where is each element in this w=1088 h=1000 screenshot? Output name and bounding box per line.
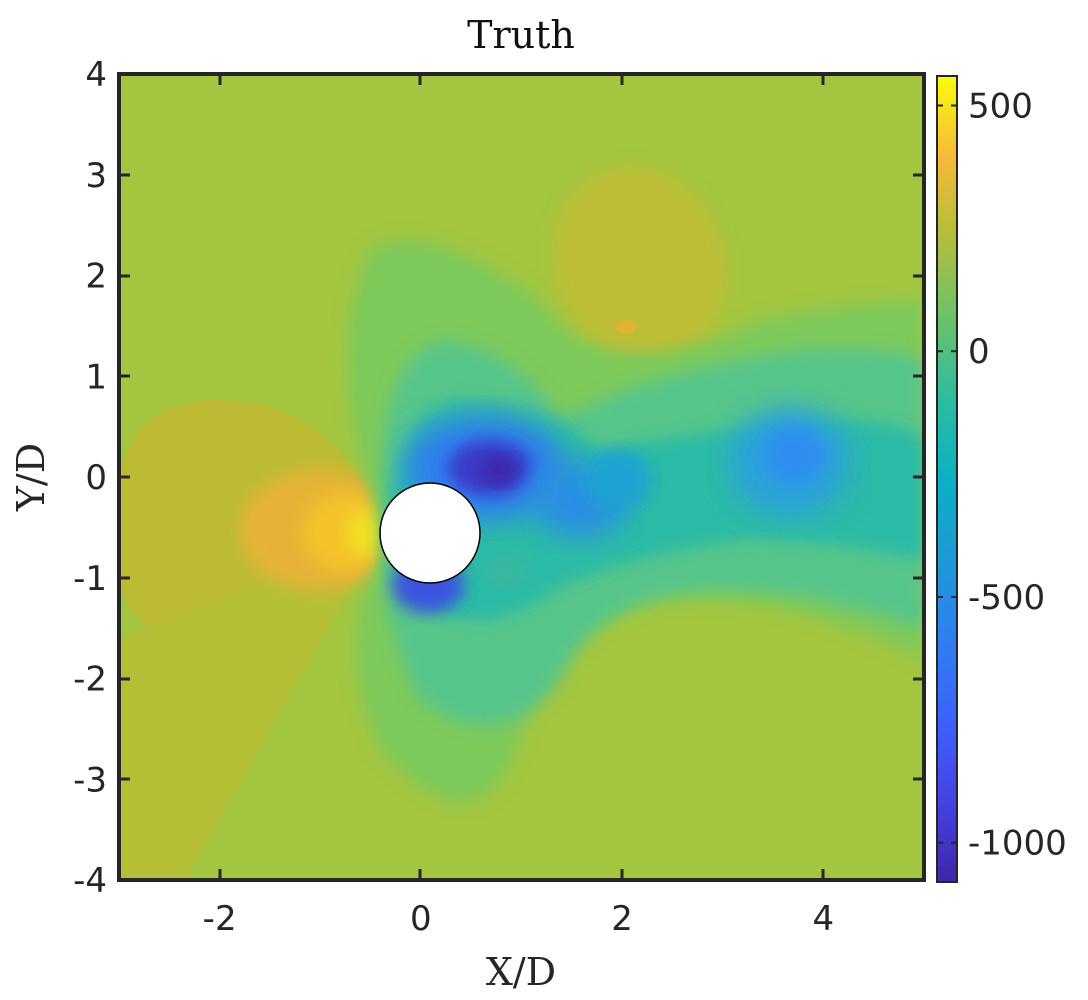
stagnation-high-3 [346, 511, 390, 555]
upper-positive-lobe [553, 166, 727, 364]
x-tick-label: 2 [611, 899, 633, 939]
y-tick-label: 4 [85, 55, 107, 95]
colorbar-tick-label: -500 [968, 578, 1045, 618]
colorbar-tick-labels: -1000 -500 0 500 [937, 86, 1067, 864]
upper-positive-peak [616, 320, 636, 334]
upstream-wedge [119, 535, 380, 880]
colorbar-tick-label: 500 [968, 86, 1033, 126]
colorbar-tick-label: -1000 [968, 824, 1067, 864]
wake-vortex-4-core [765, 427, 825, 483]
colorbar-tick-label: 0 [968, 332, 990, 372]
cylinder [379, 482, 481, 584]
y-tick-label: -3 [73, 760, 107, 800]
y-tick-label: -4 [73, 861, 107, 901]
y-tick-label: -1 [73, 559, 107, 599]
y-tick-label: 2 [85, 257, 107, 297]
plot-area [119, 74, 924, 880]
plot-frame [117, 72, 926, 882]
y-tick-labels: -4 -3 -2 -1 0 1 2 3 4 [73, 55, 107, 901]
plot-title: Truth [467, 13, 575, 57]
x-tick-label: 4 [813, 899, 835, 939]
lower-spot [483, 558, 527, 586]
x-tick-label: -2 [203, 899, 237, 939]
y-axis-title: Y/D [9, 443, 53, 512]
x-tick-labels: -2 0 2 4 [203, 899, 835, 939]
x-tick-label: 0 [410, 899, 432, 939]
x-axis-title: X/D [486, 950, 556, 994]
colorbar: -1000 -500 0 500 [936, 75, 1067, 883]
y-tick-label: -2 [73, 660, 107, 700]
y-tick-label: 1 [85, 357, 107, 397]
colorbar-gradient [936, 75, 958, 883]
wake-vortex-1-min [480, 456, 516, 484]
wake-vortex-3 [584, 450, 652, 510]
y-tick-label: 0 [85, 458, 107, 498]
y-tick-label: 3 [85, 156, 107, 196]
